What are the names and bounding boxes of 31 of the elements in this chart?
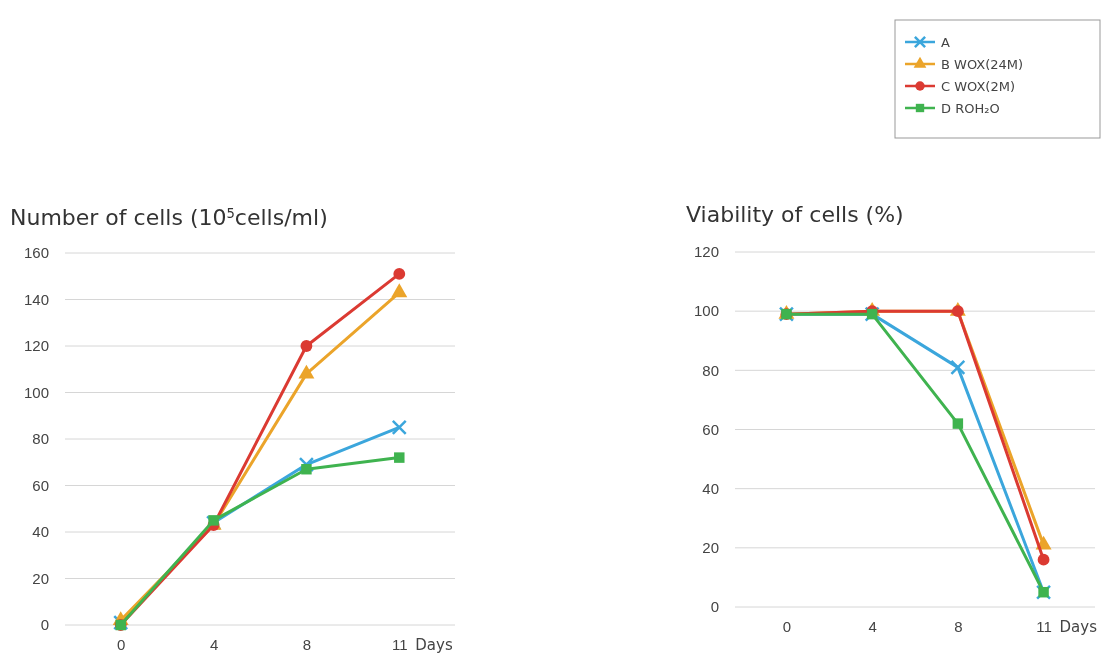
chart-title: Number of cells (10$^{5}$cells/ml) (10, 205, 328, 230)
y-tick-label: 60 (702, 420, 719, 438)
x-tick-label: 4 (868, 617, 877, 635)
legend-label: A (941, 34, 950, 50)
chart-title: Viability of cells (%) (686, 202, 904, 227)
x-tick-label: 4 (209, 635, 219, 653)
y-tick-label: 100 (23, 383, 49, 401)
legend-label: C WOX(2M) (941, 78, 1016, 94)
legend-label: B WOX(24M) (941, 56, 1024, 72)
y-tick-label: 80 (32, 430, 49, 448)
y-tick-label: 80 (702, 361, 719, 379)
y-tick-label: 0 (710, 598, 719, 616)
x-tick-label: 11 (1036, 617, 1052, 635)
y-tick-label: 140 (23, 290, 49, 308)
x-tick-label: 11 (392, 635, 408, 653)
y-tick-label: 20 (702, 539, 719, 557)
y-tick-label: 40 (32, 523, 49, 541)
y-tick-label: 40 (702, 479, 719, 497)
x-axis-title: Days (415, 635, 453, 654)
x-tick-label: 8 (954, 617, 963, 635)
y-tick-label: 60 (32, 476, 49, 494)
y-tick-label: 120 (23, 337, 49, 355)
legend-label: D ROH₂O (941, 100, 1000, 116)
x-axis-title: Days (1059, 617, 1098, 636)
y-tick-label: 120 (693, 243, 719, 261)
y-tick-label: 100 (693, 302, 719, 320)
x-tick-label: 0 (782, 617, 792, 635)
y-tick-label: 160 (23, 244, 49, 262)
x-tick-label: 0 (117, 635, 126, 653)
x-tick-label: 8 (302, 635, 312, 653)
y-tick-label: 20 (32, 569, 49, 587)
